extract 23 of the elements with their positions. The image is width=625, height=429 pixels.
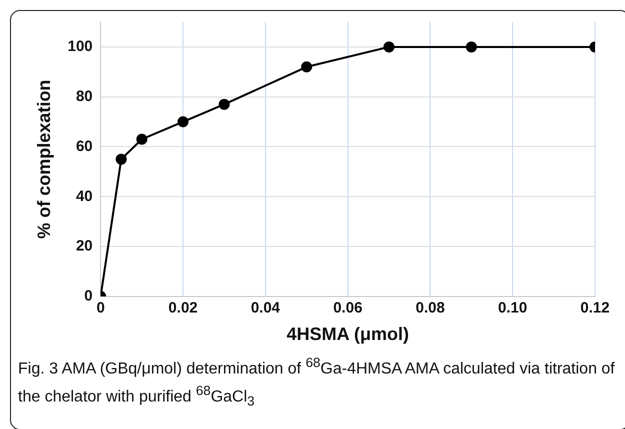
x-tick-label: 0.08 [416,300,445,317]
point [178,116,189,128]
y-tick-label: 80 [76,88,93,105]
point [116,154,127,165]
y-tick-label: 60 [76,138,93,155]
x-tick-label: 0.04 [250,300,281,317]
x-tick-label: 0 [96,300,105,317]
x-tick-label: 0.10 [498,300,528,317]
x-tick-label: 0.02 [168,300,198,317]
y-tick-label: 0 [84,288,93,305]
y-tick-label: 40 [76,188,93,205]
y-tick-label: 100 [68,38,93,56]
point [301,61,312,72]
y-axis-title: % of complexation [34,80,54,239]
y-tick-label: 20 [76,238,93,255]
x-tick-label: 0.06 [333,300,362,317]
x-axis-title: 4HSMA (μmol) [286,324,409,344]
x-tick-label: 0.12 [580,300,610,317]
point [384,41,395,52]
text: Fig. 3 AMA (GBq/μmol) determination of $^{68}$Ga-4HMSA AMA calculated via titration of the chelator with purified $^{68}$GaCl$_{3}$ [18,355,615,409]
point [136,134,148,145]
point [466,41,477,52]
point [218,98,230,110]
